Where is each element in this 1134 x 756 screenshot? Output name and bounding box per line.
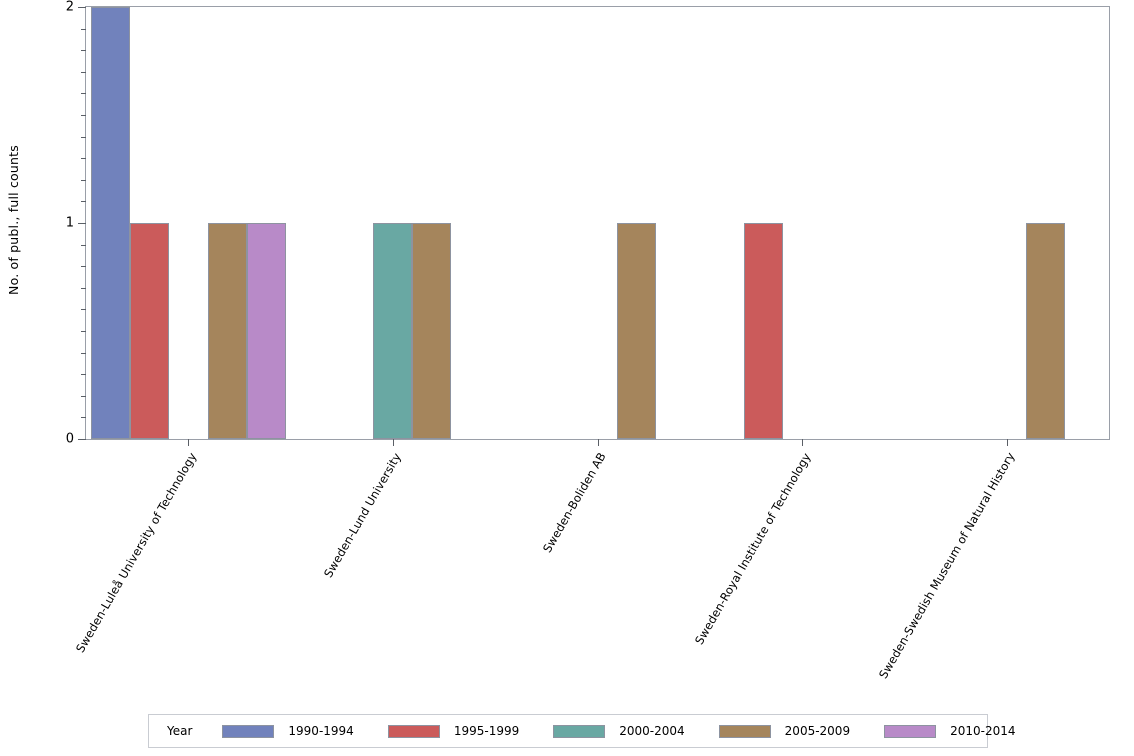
y-axis-minor-tick <box>81 71 86 73</box>
legend-title: Year <box>167 724 193 738</box>
y-axis-minor-tick <box>81 28 86 30</box>
legend-entries: 1990-1994 1995-1999 2000-2004 2005-2009 2010… <box>222 724 1049 738</box>
bar[interactable] <box>90 7 130 439</box>
y-axis-minor-tick <box>81 50 86 52</box>
legend-entry[interactable]: 2000-2004 <box>553 724 685 738</box>
bar[interactable] <box>1026 223 1066 439</box>
x-axis-tick <box>392 439 394 446</box>
y-axis-title: No. of publ., full counts <box>5 145 21 295</box>
y-axis-minor-tick <box>81 331 86 332</box>
y-axis-tick-label: 2 <box>65 0 74 15</box>
y-axis-tick <box>78 7 86 8</box>
x-axis-category-label: Sweden-Lund University <box>320 450 404 580</box>
legend-color-swatch <box>222 724 275 738</box>
bar[interactable] <box>207 223 247 439</box>
legend-entry[interactable]: 1995-1999 <box>387 724 520 738</box>
y-axis-tick <box>78 439 86 440</box>
y-axis-minor-tick <box>81 374 86 376</box>
plot-inner: 0 1 2 <box>66 0 1109 447</box>
bar[interactable] <box>412 223 452 439</box>
x-axis-category-label: Sweden-Swedish Museum of Natural History <box>876 450 1018 682</box>
y-axis-minor-tick <box>81 115 86 116</box>
y-axis-minor-tick <box>81 179 86 181</box>
bar[interactable] <box>129 223 169 439</box>
x-axis-tick <box>188 439 190 446</box>
legend-entry[interactable]: 2005-2009 <box>718 724 851 738</box>
y-axis-tick <box>78 223 86 224</box>
plot-area: 0 1 2 <box>66 0 1110 447</box>
x-axis-category-label: Sweden-Royal Institute of Technology <box>691 450 814 647</box>
y-axis-minor-tick <box>81 266 86 268</box>
x-axis-category-label: Sweden-Boliden AB <box>540 449 609 555</box>
y-axis-minor-tick <box>81 244 86 246</box>
y-axis-minor-tick <box>81 158 86 160</box>
legend-color-swatch <box>387 724 440 738</box>
legend-color-swatch <box>884 724 937 738</box>
bar[interactable] <box>743 223 783 439</box>
legend-entry[interactable]: 1990-1994 <box>222 724 354 738</box>
chart-legend: Year 1990-1994 1995-1999 2000-2004 2005-200… <box>148 714 1016 748</box>
bar[interactable] <box>373 223 413 439</box>
x-axis-tick <box>597 439 599 446</box>
bar[interactable] <box>246 223 286 439</box>
legend-label: 2000-2004 <box>619 724 685 738</box>
legend-label: 2005-2009 <box>784 724 851 738</box>
x-axis-category-label: Sweden-Luleå University of Technology <box>72 450 200 656</box>
y-axis-tick-label: 1 <box>65 215 74 231</box>
legend-label: 1990-1994 <box>288 724 354 738</box>
y-axis-tick-label: 0 <box>65 431 74 447</box>
y-axis-minor-tick <box>81 201 86 203</box>
bar[interactable] <box>617 223 656 439</box>
y-axis-minor-tick <box>81 352 86 354</box>
legend-color-swatch <box>718 724 771 738</box>
legend-entry[interactable]: 2010-2014 <box>884 724 1016 738</box>
y-axis-minor-tick <box>81 395 86 397</box>
y-axis-minor-tick <box>81 136 86 138</box>
y-axis-minor-tick <box>81 287 86 289</box>
y-axis-minor-tick <box>81 309 86 311</box>
x-axis-tick <box>802 439 804 446</box>
x-axis-tick <box>1006 439 1008 446</box>
legend-color-swatch <box>553 724 606 738</box>
legend-label: 1995-1999 <box>453 724 520 738</box>
legend-label: 2010-2014 <box>950 724 1016 738</box>
y-axis-minor-tick <box>81 417 86 419</box>
y-axis-minor-tick <box>81 93 86 95</box>
